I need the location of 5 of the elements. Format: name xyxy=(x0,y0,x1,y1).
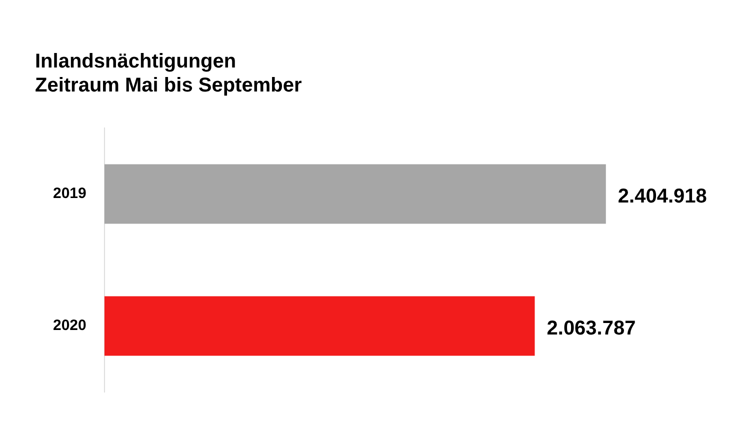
y-tick-label: 2019 xyxy=(52,185,86,202)
data-label: 2.404.918 xyxy=(618,186,707,208)
chart-title: Inlandsnächtigungen Zeitraum Mai bis September xyxy=(35,50,302,97)
data-label: 2.063.787 xyxy=(546,318,636,340)
y-tick-label: 2020 xyxy=(52,317,86,334)
